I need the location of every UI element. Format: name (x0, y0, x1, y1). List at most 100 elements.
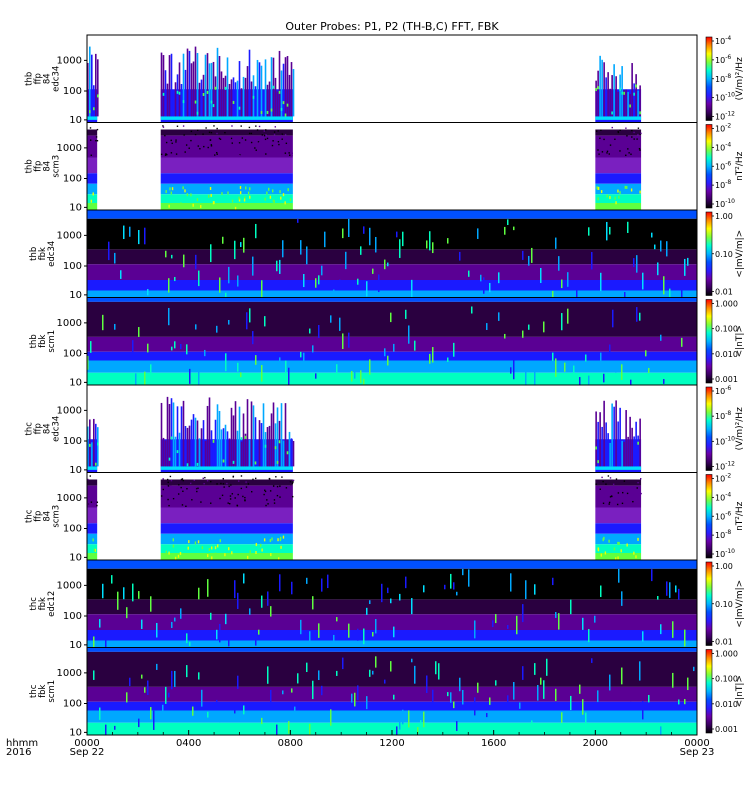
data-column (330, 709, 332, 726)
colorbar-tick-label: 10-6 (715, 54, 731, 65)
data-speck (234, 497, 236, 499)
data-column (186, 48, 189, 117)
data-speck (270, 144, 273, 146)
data-speck (164, 154, 167, 156)
data-speck (186, 488, 188, 490)
data-column (534, 584, 536, 595)
data-speck (284, 113, 287, 117)
data-speck (610, 495, 613, 497)
data-speck (638, 204, 640, 208)
data-column (607, 433, 609, 467)
data-column (336, 670, 338, 676)
data-column (138, 591, 140, 599)
data-column (540, 677, 542, 685)
data-column (390, 661, 392, 672)
data-column (315, 278, 317, 288)
data-speck (197, 145, 199, 147)
colorbar-tick-exponent: -8 (725, 73, 731, 80)
colorbar-tick-label: 10-12 (715, 461, 735, 472)
data-speck (213, 201, 215, 205)
data-speck (238, 142, 241, 144)
data-speck (90, 154, 92, 156)
data-column (290, 62, 293, 117)
data-column (627, 436, 629, 467)
data-column (114, 323, 116, 330)
data-band (160, 533, 293, 545)
data-speck (265, 134, 267, 136)
data-column (619, 407, 621, 467)
data-column (591, 658, 593, 663)
colorbar-tick-mantissa: 10 (715, 162, 725, 171)
data-speck (617, 189, 619, 193)
data-speck (608, 539, 610, 543)
data-speck (595, 88, 597, 92)
data-speck (177, 148, 179, 150)
data-column (531, 247, 533, 263)
data-column (555, 237, 557, 249)
data-speck (640, 478, 642, 480)
colorbar-tick-label: 10-4 (715, 491, 731, 502)
data-speck (617, 556, 619, 560)
data-column (507, 625, 509, 629)
panel-label-line: thb (25, 72, 35, 86)
colorbar-tick-mantissa: 10 (715, 412, 725, 421)
x-axis-caption: hhmm (6, 738, 38, 749)
data-speck (285, 487, 288, 489)
data-column (621, 591, 623, 606)
colorbar-tick-label: 10-12 (715, 111, 735, 122)
data-column (588, 375, 590, 385)
data-speck (615, 478, 618, 480)
data-speck (167, 481, 169, 484)
data-column (240, 88, 243, 117)
data-speck (602, 480, 604, 483)
data-column (468, 270, 470, 277)
data-speck (633, 137, 635, 139)
data-column (172, 402, 175, 467)
panel-7: 1000 100 10 thc fbk edc12 1.00 0.10 0.01 <|mV/m|> (29, 559, 745, 651)
data-speck (614, 138, 616, 140)
data-column (252, 75, 255, 117)
data-column (147, 343, 149, 353)
data-band (87, 129, 98, 136)
data-column (276, 407, 279, 467)
data-column (210, 430, 213, 467)
data-column (599, 55, 601, 117)
data-speck (94, 548, 97, 552)
x-axis-year: 2016 (6, 747, 31, 758)
data-speck (219, 497, 221, 500)
colorbar-tick-mantissa: 0.10 (715, 600, 733, 609)
data-speck (182, 479, 184, 482)
data-column (93, 636, 95, 648)
data-column (318, 670, 320, 681)
data-column (218, 410, 221, 467)
data-speck (224, 553, 226, 557)
data-column (210, 612, 212, 620)
data-speck (619, 150, 621, 152)
data-band (87, 372, 697, 385)
data-column (111, 575, 113, 584)
y-tick-label: 10 (69, 465, 82, 476)
data-speck (211, 546, 213, 550)
data-column (164, 70, 167, 117)
data-speck (236, 505, 239, 507)
data-column (252, 331, 254, 345)
data-speck (635, 84, 637, 88)
data-column (171, 346, 173, 351)
colorbar (705, 211, 713, 296)
data-column (627, 91, 629, 117)
data-column (242, 413, 245, 467)
data-speck (271, 144, 274, 147)
data-speck (207, 146, 209, 149)
data-band (87, 544, 98, 553)
data-column (166, 396, 169, 467)
data-column (132, 340, 134, 353)
data-column (172, 90, 175, 117)
colorbar-tick-label: 1.00 (715, 212, 733, 221)
data-column (594, 615, 596, 623)
data-column (321, 578, 323, 592)
data-speck (238, 154, 241, 156)
data-floor (87, 466, 98, 470)
data-column (635, 421, 637, 467)
colorbar-tick-mantissa: 10 (715, 463, 725, 472)
